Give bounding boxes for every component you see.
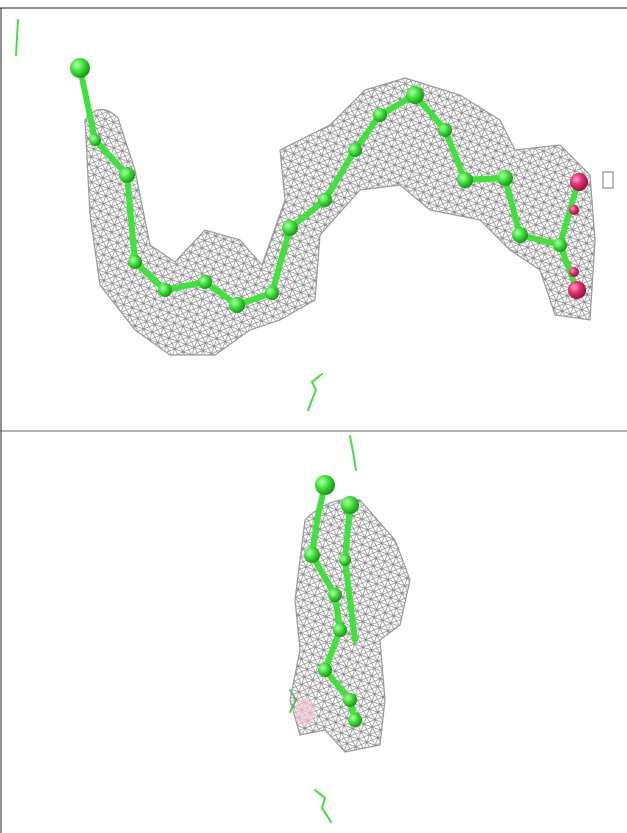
density-mesh xyxy=(85,78,595,355)
oxygen-density xyxy=(295,698,315,726)
figure xyxy=(0,0,627,833)
page xyxy=(0,0,627,833)
small-glyph xyxy=(603,172,613,188)
